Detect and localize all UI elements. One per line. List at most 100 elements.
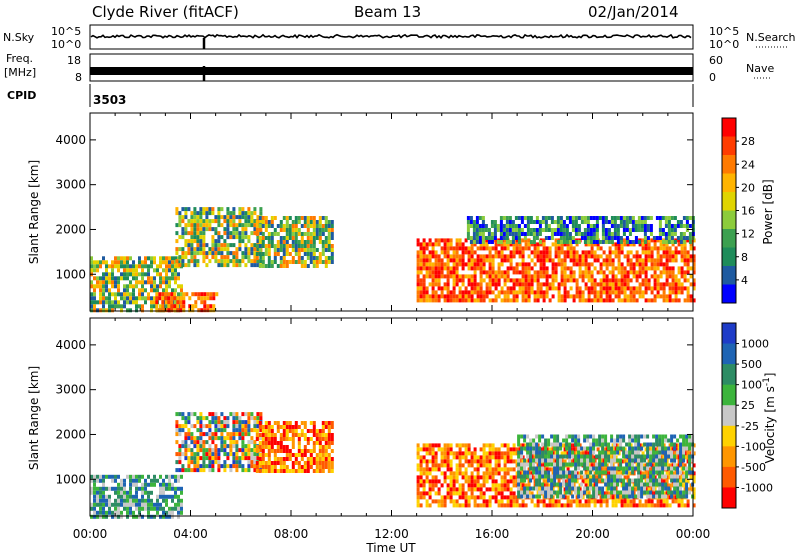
heatmap-cell	[126, 268, 129, 273]
heatmap-cell	[259, 211, 263, 216]
heatmap-cell	[580, 236, 584, 240]
heatmap-cell	[491, 451, 495, 456]
heatmap-cell	[229, 211, 233, 216]
heatmap-cell	[111, 474, 114, 479]
heatmap-cell	[205, 215, 209, 220]
heatmap-cell	[193, 239, 197, 244]
heatmap-cell	[473, 487, 477, 492]
heatmap-cell	[324, 465, 328, 469]
heatmap-cell	[475, 240, 479, 244]
heatmap-cell	[99, 260, 102, 265]
heatmap-cell	[117, 498, 120, 503]
heatmap-cell	[593, 499, 597, 504]
heatmap-cell	[479, 495, 483, 500]
heatmap-cell	[443, 451, 447, 456]
heatmap-cell	[632, 270, 636, 275]
heatmap-cell	[315, 248, 319, 252]
heatmap-cell	[187, 428, 191, 433]
heatmap-cell	[598, 216, 602, 220]
heatmap-cell	[306, 457, 310, 461]
heatmap-cell	[220, 420, 224, 425]
heatmap-cell	[135, 478, 138, 483]
heatmap-cell	[650, 286, 654, 291]
heatmap-cell	[550, 216, 554, 220]
heatmap-cell	[605, 278, 609, 283]
heatmap-cell	[467, 443, 471, 448]
heatmap-cell	[96, 494, 99, 499]
heatmap-cell	[111, 264, 114, 269]
heatmap-cell	[520, 450, 524, 455]
heatmap-cell	[177, 494, 180, 499]
heatmap-cell	[476, 266, 480, 271]
heatmap-cell	[521, 238, 525, 243]
heatmap-cell	[419, 250, 423, 255]
heatmap-cell	[568, 240, 572, 244]
heatmap-cell	[482, 499, 486, 504]
heatmap-cell	[670, 224, 674, 228]
heatmap-cell	[144, 300, 147, 305]
heatmap-cell	[253, 428, 257, 433]
heatmap-cell	[575, 242, 579, 247]
heatmap-cell	[610, 486, 614, 491]
heatmap-cell	[202, 416, 206, 421]
heatmap-cell	[90, 308, 93, 313]
heatmap-cell	[635, 278, 639, 283]
heatmap-cell	[550, 454, 554, 459]
heatmap-cell	[425, 270, 429, 275]
heatmap-cell	[514, 232, 518, 236]
heatmap-cell	[446, 447, 450, 452]
heatmap-cell	[533, 250, 537, 255]
heatmap-cell	[508, 232, 512, 236]
heatmap-cell	[273, 453, 277, 457]
heatmap-cell	[548, 250, 552, 255]
heatmap-cell	[469, 240, 473, 244]
heatmap-cell	[686, 479, 690, 484]
heatmap-cell	[232, 219, 236, 224]
cpid-value: 3503	[93, 93, 126, 107]
heatmap-cell	[214, 424, 218, 429]
heatmap-cell	[604, 494, 608, 499]
heatmap-cell	[568, 482, 572, 487]
heatmap-cell	[291, 244, 295, 248]
heatmap-cell	[628, 232, 632, 236]
heatmap-cell	[587, 503, 591, 508]
heatmap-cell	[244, 251, 248, 256]
heatmap-cell	[530, 278, 534, 283]
heatmap-cell	[291, 260, 295, 264]
heatmap-cell	[664, 240, 668, 244]
heatmap-cell	[518, 246, 522, 251]
heatmap-cell	[170, 308, 174, 313]
heatmap-cell	[258, 445, 262, 449]
heatmap-cell	[309, 244, 313, 248]
heatmap-cell	[193, 255, 197, 260]
heatmap-cell	[677, 266, 681, 271]
heatmap-cell	[527, 274, 531, 279]
heatmap-cell	[667, 236, 671, 240]
heatmap-cell	[626, 274, 630, 279]
heatmap-cell	[473, 242, 477, 247]
heatmap-cell	[638, 503, 642, 508]
heatmap-cell	[300, 260, 304, 264]
heatmap-cell	[532, 486, 536, 491]
heatmap-cell	[574, 458, 578, 463]
heatmap-cell	[241, 468, 245, 473]
heatmap-cell	[150, 304, 153, 309]
heatmap-cell	[250, 243, 254, 248]
heatmap-cell	[650, 503, 654, 508]
heatmap-cell	[279, 240, 283, 244]
heatmap-cell	[306, 469, 310, 473]
heatmap-cell	[497, 254, 501, 259]
heatmap-cell	[526, 494, 530, 499]
heatmap-cell	[294, 429, 298, 433]
heatmap-cell	[261, 220, 265, 224]
heatmap-cell	[162, 498, 165, 503]
heatmap-cell	[506, 467, 510, 472]
heatmap-cell	[96, 486, 99, 491]
heatmap-cell	[108, 494, 111, 499]
heatmap-cell	[656, 499, 660, 504]
heatmap-cell	[259, 259, 263, 264]
heatmap-cell	[226, 219, 230, 224]
heatmap-cell	[668, 250, 672, 255]
heatmap-cell	[312, 260, 316, 264]
heatmap-cell	[256, 420, 260, 425]
